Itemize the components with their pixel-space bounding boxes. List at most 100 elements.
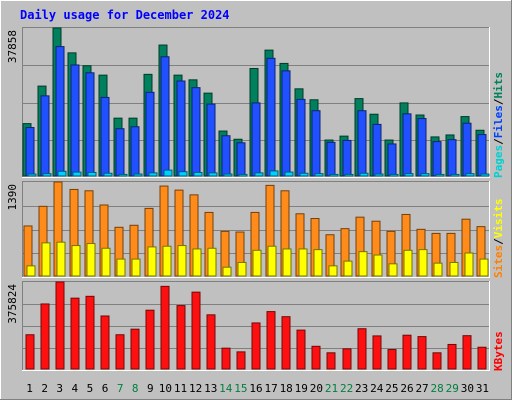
bar-files-day-8 (130, 126, 140, 177)
bar-kbytes-day-25 (387, 349, 397, 370)
legend-entry: / (492, 238, 505, 245)
day-label-30: 30 (461, 382, 474, 395)
bar-files-day-22 (342, 139, 352, 177)
bar-sites-day-23 (358, 251, 368, 277)
bar-files-day-24 (372, 123, 382, 177)
bar-pages-day-22 (344, 173, 354, 177)
bar-sites-day-10 (162, 245, 172, 277)
bar-files-day-29 (447, 139, 457, 177)
bar-files-day-11 (176, 80, 186, 177)
bar-kbytes-day-26 (402, 334, 412, 370)
bar-kbytes-day-17 (266, 311, 276, 370)
day-label-28: 28 (431, 382, 444, 395)
bar-kbytes-day-27 (417, 336, 427, 370)
bar-pages-day-5 (87, 171, 97, 177)
panel-legend: KBytes (492, 331, 505, 371)
bar-sites-day-3 (56, 241, 66, 277)
legend-entry: KBytes (492, 331, 505, 371)
bar-kbytes-day-11 (176, 305, 186, 370)
bar-sites-day-20 (313, 249, 323, 277)
bar-sites-day-25 (388, 263, 398, 277)
bar-kbytes-day-4 (70, 297, 80, 370)
bar-kbytes-day-30 (462, 335, 472, 370)
bar-pages-day-19 (299, 172, 309, 177)
day-label-29: 29 (446, 382, 459, 395)
bar-pages-day-17 (269, 170, 279, 177)
bar-sites-day-1 (26, 265, 36, 277)
day-label-24: 24 (370, 382, 384, 395)
day-axis-labels: 1 2 3 4 5 6 7 8 9 10 11 12 13 14 15 16 17 18 19 20 21 22 23 24 2… (26, 382, 489, 395)
bar-pages-day-31 (480, 173, 490, 177)
panel-legend: Sites/Visits (492, 199, 505, 279)
day-label-14: 14 (219, 382, 233, 395)
bar-kbytes-day-21 (326, 352, 336, 370)
bar-pages-day-28 (435, 173, 445, 177)
bar-files-day-25 (387, 143, 397, 177)
day-label-11: 11 (174, 382, 187, 395)
bar-kbytes-day-14 (221, 347, 231, 370)
bar-pages-day-4 (72, 171, 82, 177)
panel-max-label: 37858 (6, 30, 19, 63)
bar-pages-day-3 (57, 170, 67, 177)
bar-sites-day-21 (328, 265, 338, 277)
bar-files-day-15 (236, 142, 246, 177)
bar-pages-day-25 (389, 173, 399, 177)
bar-kbytes-day-31 (477, 346, 487, 370)
day-label-31: 31 (476, 382, 489, 395)
bar-files-day-1 (25, 127, 35, 177)
day-label-7: 7 (117, 382, 124, 395)
day-label-19: 19 (295, 382, 308, 395)
bar-files-day-16 (251, 102, 261, 177)
day-label-9: 9 (147, 382, 154, 395)
bar-files-day-13 (206, 103, 216, 177)
legend-entry: Visits (492, 199, 505, 239)
bar-files-day-4 (70, 64, 80, 177)
bar-kbytes-day-29 (447, 343, 457, 370)
bar-pages-day-13 (208, 172, 218, 177)
bar-pages-day-2 (42, 173, 52, 177)
bar-sites-day-31 (479, 258, 489, 277)
day-label-15: 15 (234, 382, 247, 395)
bar-files-day-26 (402, 113, 412, 177)
day-label-25: 25 (385, 382, 398, 395)
bar-pages-day-10 (163, 169, 173, 177)
bar-kbytes-day-8 (130, 328, 140, 370)
bar-files-day-17 (266, 57, 276, 177)
bar-files-day-30 (462, 122, 472, 177)
bar-pages-day-9 (148, 172, 158, 177)
bar-pages-day-24 (374, 173, 384, 177)
day-label-27: 27 (415, 382, 428, 395)
bar-kbytes-day-22 (342, 348, 352, 370)
bar-pages-day-15 (238, 173, 248, 177)
bar-sites-day-19 (298, 248, 308, 277)
day-label-23: 23 (355, 382, 368, 395)
bar-pages-day-12 (193, 171, 203, 177)
day-label-10: 10 (159, 382, 172, 395)
bar-pages-day-30 (465, 173, 475, 177)
day-label-12: 12 (189, 382, 202, 395)
bar-pages-day-1 (27, 173, 37, 177)
day-label-17: 17 (264, 382, 277, 395)
bar-sites-day-30 (464, 252, 474, 277)
bar-kbytes-day-10 (160, 285, 170, 370)
legend-entry: Files (492, 105, 505, 138)
day-label-6: 6 (102, 382, 109, 395)
day-label-13: 13 (204, 382, 217, 395)
panel-max-label: 1390 (6, 184, 19, 211)
bar-sites-day-8 (131, 258, 141, 277)
bar-pages-day-20 (314, 173, 324, 177)
bar-kbytes-day-24 (372, 335, 382, 370)
bar-files-day-21 (326, 141, 336, 177)
bar-sites-day-5 (86, 243, 96, 277)
bar-sites-day-22 (343, 260, 353, 277)
bar-kbytes-day-7 (115, 334, 125, 370)
bar-kbytes-day-23 (357, 328, 367, 370)
bar-sites-day-13 (207, 247, 217, 277)
bar-sites-day-28 (433, 262, 443, 277)
bar-sites-day-12 (192, 248, 202, 277)
bar-pages-day-18 (284, 171, 294, 177)
bar-kbytes-day-13 (206, 314, 216, 370)
bar-kbytes-day-20 (311, 345, 321, 370)
